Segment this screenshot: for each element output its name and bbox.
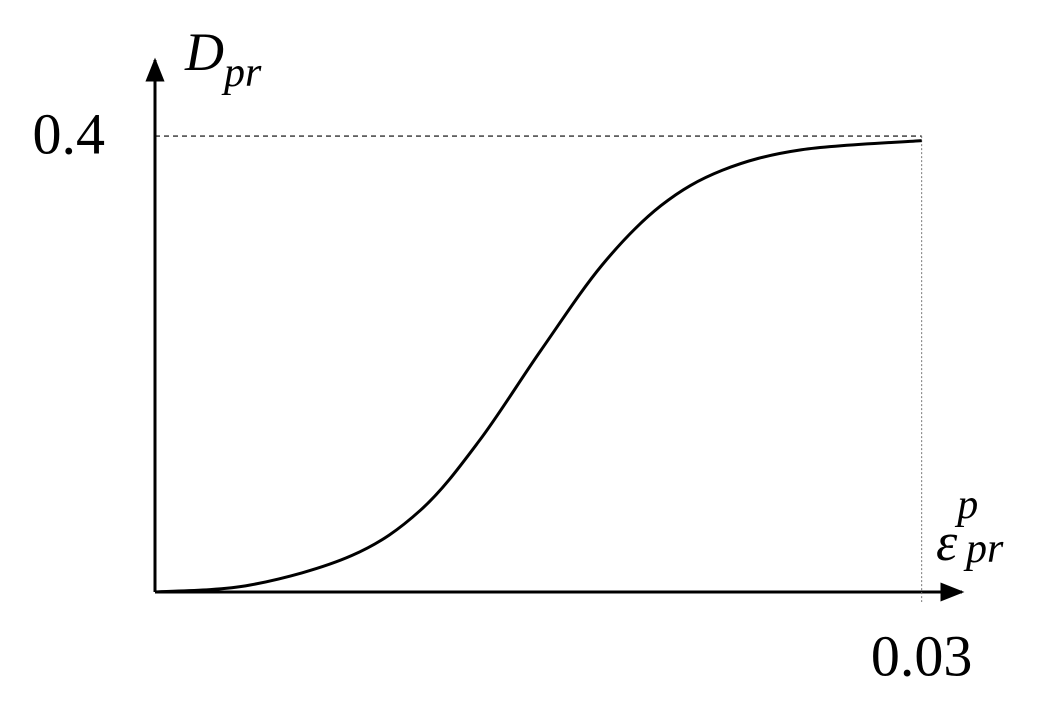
y-tick-label: 0.4 — [33, 101, 106, 166]
x-label-sup: p — [954, 482, 978, 528]
x-label-sub: pr — [963, 526, 1004, 572]
curve — [154, 139, 922, 594]
x-tick-label: 0.03 — [871, 623, 973, 688]
y-axis-label: Dpr — [184, 22, 262, 95]
x-label-base: ε — [936, 512, 958, 572]
x-axis-label: εp pr — [936, 482, 1004, 573]
y-label-sub: pr — [221, 50, 262, 96]
y-label-base: D — [184, 22, 224, 82]
